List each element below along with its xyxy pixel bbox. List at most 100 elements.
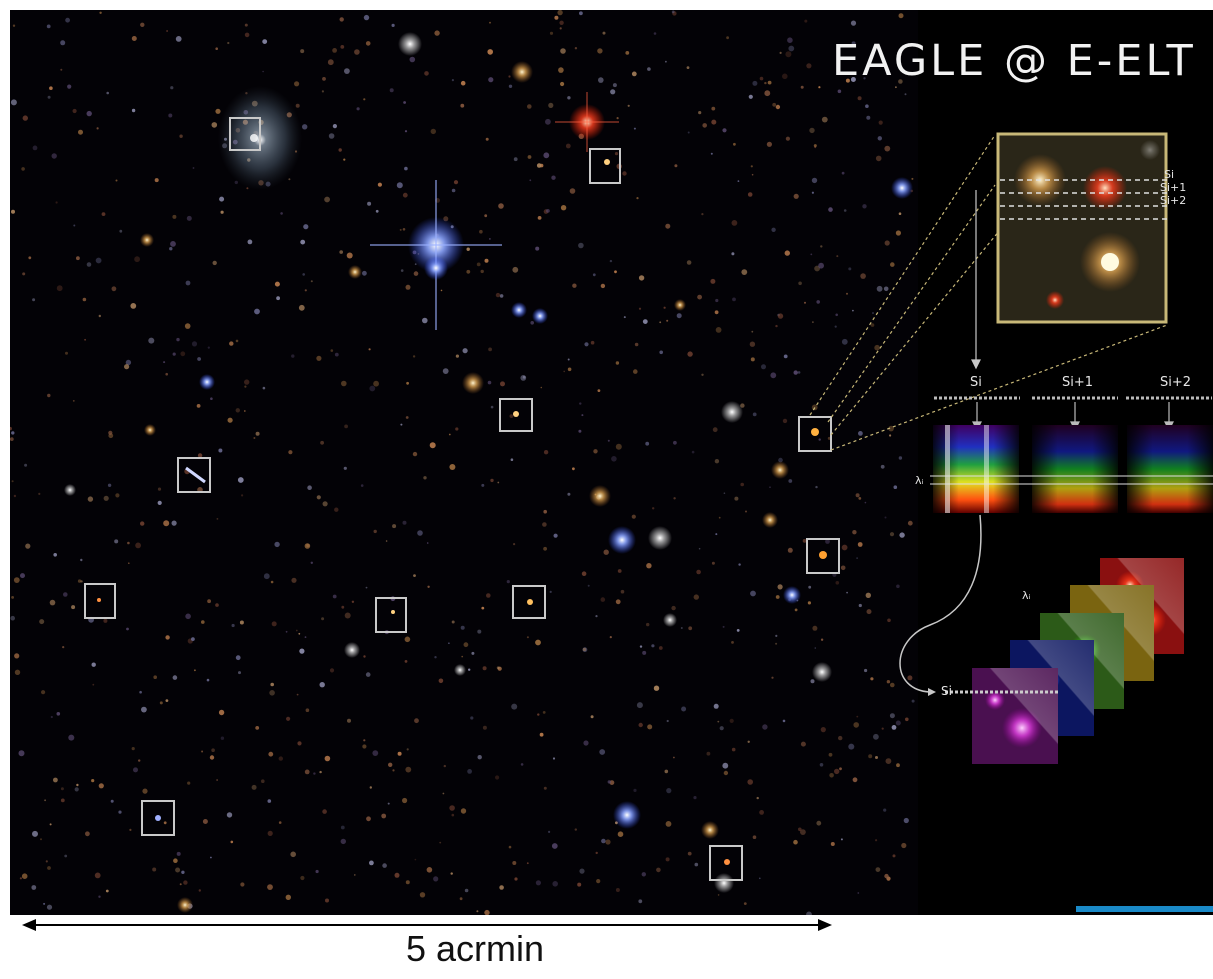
- field-star: [852, 309, 854, 312]
- field-star: [603, 549, 609, 555]
- field-star: [567, 358, 570, 361]
- field-star: [340, 838, 346, 845]
- field-star: [244, 385, 247, 388]
- field-star: [718, 516, 721, 519]
- field-star: [385, 540, 388, 542]
- field-star: [321, 617, 325, 621]
- field-star: [400, 423, 403, 426]
- field-star: [691, 450, 695, 454]
- field-star: [218, 448, 223, 453]
- field-star: [49, 86, 53, 90]
- field-star: [347, 718, 351, 723]
- field-star: [905, 717, 909, 722]
- field-star: [276, 296, 280, 301]
- field-star: [787, 37, 793, 43]
- field-star: [363, 739, 366, 742]
- field-star: [98, 314, 102, 318]
- field-star: [558, 67, 564, 73]
- field-star: [712, 427, 718, 433]
- field-star: [107, 483, 112, 487]
- field-star: [246, 187, 249, 190]
- field-star: [686, 66, 690, 69]
- field-star: [139, 690, 142, 694]
- field-star: [154, 178, 159, 183]
- field-star: [701, 213, 704, 216]
- field-star: [434, 656, 437, 659]
- field-star: [304, 289, 307, 292]
- field-star: [373, 529, 377, 534]
- field-star: [470, 716, 474, 720]
- field-star: [325, 898, 329, 903]
- corner-bar: [1076, 906, 1213, 912]
- field-star: [362, 744, 367, 749]
- field-star: [872, 312, 874, 314]
- field-star: [895, 230, 902, 236]
- field-star: [389, 88, 394, 93]
- field-star: [404, 660, 408, 663]
- field-star: [775, 595, 780, 599]
- field-star: [600, 597, 606, 602]
- field-star: [423, 476, 427, 480]
- field-star: [80, 558, 83, 562]
- field-star: [346, 252, 353, 259]
- field-star: [688, 626, 693, 631]
- field-star: [848, 743, 855, 750]
- field-star: [360, 484, 364, 487]
- field-star: [892, 854, 896, 858]
- field-star: [794, 608, 798, 612]
- field-star: [191, 341, 198, 347]
- field-star: [551, 175, 556, 180]
- field-star: [268, 751, 274, 757]
- target-box: [375, 597, 407, 633]
- field-star: [235, 339, 239, 343]
- field-star: [788, 45, 795, 52]
- field-star: [647, 67, 651, 71]
- field-star: [839, 767, 842, 771]
- field-star: [584, 342, 589, 347]
- field-star: [128, 562, 130, 564]
- field-star: [262, 39, 268, 44]
- field-star: [527, 104, 532, 109]
- field-star: [455, 427, 459, 431]
- field-star: [666, 788, 672, 794]
- field-star: [484, 214, 488, 218]
- field-star: [332, 124, 337, 129]
- target-box: [589, 148, 621, 184]
- field-star: [210, 397, 213, 401]
- field-star: [636, 702, 643, 709]
- field-star: [14, 653, 20, 659]
- field-star: [711, 561, 715, 565]
- field-star: [197, 453, 203, 458]
- field-star: [60, 787, 64, 791]
- field-star: [804, 19, 808, 23]
- field-star: [756, 796, 759, 800]
- field-star: [717, 894, 720, 896]
- field-star: [870, 677, 874, 681]
- field-star: [687, 131, 690, 134]
- field-star: [187, 781, 191, 785]
- field-star: [72, 108, 77, 114]
- field-star: [339, 17, 344, 22]
- field-star: [10, 99, 17, 106]
- field-star: [512, 266, 519, 273]
- field-star: [884, 145, 891, 152]
- field-star: [344, 68, 350, 74]
- field-star: [771, 676, 774, 679]
- field-star: [875, 756, 878, 759]
- field-star: [901, 842, 907, 849]
- field-star: [715, 298, 719, 303]
- field-star: [858, 431, 863, 436]
- field-star: [402, 520, 407, 525]
- field-star: [448, 642, 450, 644]
- field-star: [253, 437, 256, 439]
- field-star: [354, 874, 356, 876]
- field-star: [460, 625, 465, 630]
- field-star: [535, 246, 540, 251]
- field-star: [303, 224, 309, 230]
- field-star: [508, 845, 512, 849]
- field-star: [170, 241, 176, 247]
- field-star: [800, 829, 806, 835]
- field-star: [857, 96, 862, 101]
- field-star: [406, 381, 409, 385]
- field-star: [539, 732, 544, 737]
